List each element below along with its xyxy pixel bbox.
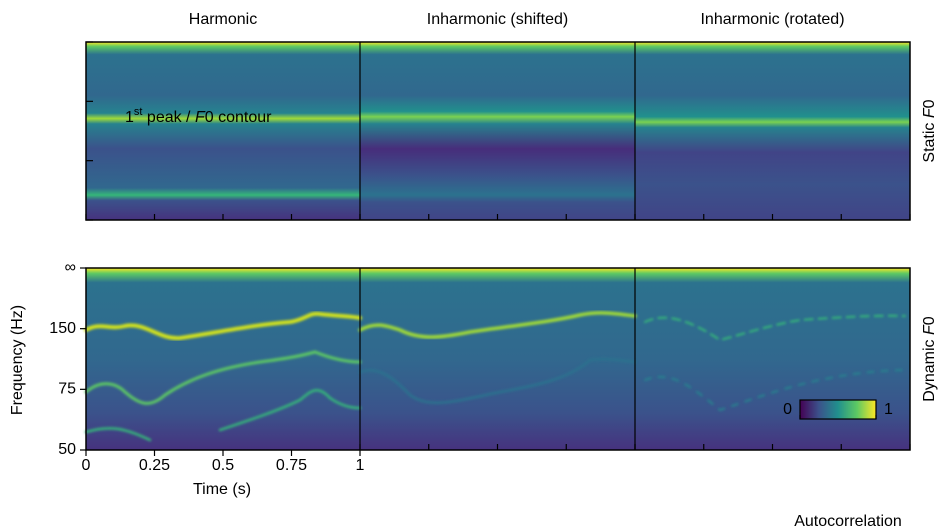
y-tick-label: 75 [58,381,76,398]
contour [644,314,906,342]
row-label: Dynamic F0 [921,316,938,401]
colorbar-tick-label: 1 [884,401,893,418]
colorbar-tick-label: 0 [783,401,792,418]
heatmaps [84,41,911,451]
heatmap [635,268,910,450]
y-tick-label: 150 [49,320,76,337]
row-label-part: F [921,324,938,335]
contour [358,357,637,404]
contour [644,369,906,412]
y-tick-label: ∞ [65,259,76,276]
annotation: 1st peak / F0 contour [125,106,272,126]
annotation-part: peak / [142,109,194,126]
contour [358,311,637,339]
column-title: Inharmonic (rotated) [700,11,844,28]
x-tick-label: 0.75 [276,457,307,474]
heatmap [360,42,635,220]
row-label-part: Static [921,118,938,162]
heatmap [360,268,635,450]
contour [84,311,362,341]
x-tick-label: 1 [356,457,365,474]
x-tick-label: 0 [82,457,91,474]
column-title: Inharmonic (shifted) [427,11,568,28]
contour [84,389,362,442]
annotation-part: 1 [125,109,134,126]
contour [84,350,362,405]
x-tick-label: 0.5 [212,457,234,474]
heatmap [86,42,360,220]
row-label-part: 0 [921,99,938,108]
heatmap [86,268,360,450]
annotation-part: st [134,106,143,118]
x-axis-label: Time (s) [193,481,251,498]
colorbar [799,399,877,420]
x-tick-label: 0.25 [139,457,170,474]
y-axis-label: Frequency (Hz) [9,305,26,415]
column-title: Harmonic [189,11,257,28]
row-label-part: F [921,107,938,118]
row-label-part: Dynamic [921,335,938,402]
annotation-part: F [195,109,206,126]
heatmap [635,42,910,220]
colorbar-label: Autocorrelation [794,513,902,530]
annotation-part: 0 contour [205,109,272,126]
y-tick-label: 50 [58,441,76,458]
row-label: Static F0 [921,99,938,162]
row-label-part: 0 [921,316,938,325]
